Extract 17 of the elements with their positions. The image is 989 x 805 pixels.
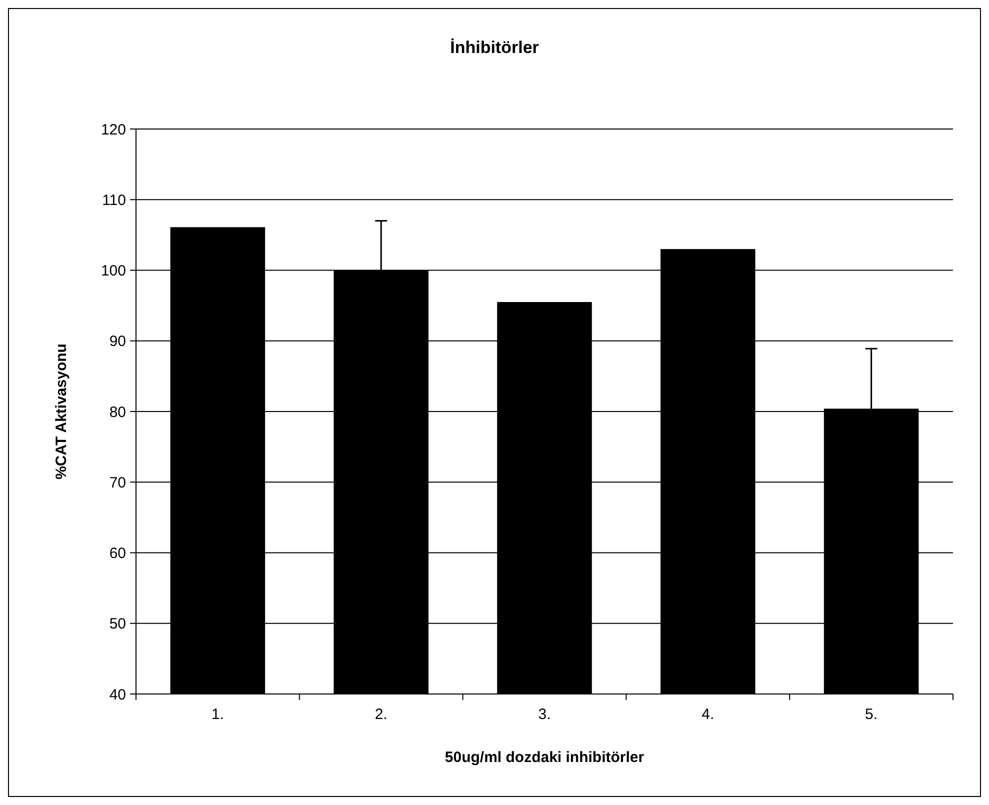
x-axis-title: 50ug/ml dozdaki inhibitörler (444, 749, 644, 766)
y-tick-label: 50 (109, 616, 126, 633)
y-tick-label: 100 (100, 262, 126, 280)
x-tick-label: 4. (702, 706, 714, 723)
y-tick-label: 40 (109, 686, 126, 704)
x-tick-label: 5. (865, 706, 878, 723)
y-tick-label: 110 (102, 192, 126, 209)
y-tick-label: 120 (100, 121, 126, 138)
y-axis-title: %CAT Aktivasyonu (53, 344, 70, 480)
y-tick-label: 60 (109, 545, 126, 562)
y-tick-label: 70 (109, 474, 126, 492)
chart-title: İnhibitörler (450, 38, 540, 57)
x-tick-label: 2. (374, 706, 388, 723)
y-tick-label: 90 (109, 333, 126, 350)
x-tick-label: 1. (211, 706, 224, 723)
y-tick-label: 80 (109, 404, 126, 421)
x-tick-label: 3. (538, 706, 551, 723)
